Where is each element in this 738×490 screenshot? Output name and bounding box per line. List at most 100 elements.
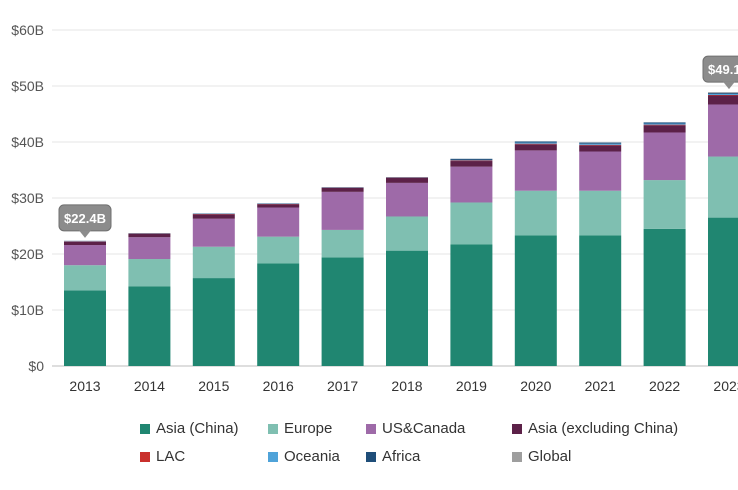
bar-segment bbox=[386, 182, 428, 217]
y-tick-label: $50B bbox=[11, 78, 44, 94]
bar-segment bbox=[321, 229, 364, 258]
bar-segment bbox=[321, 191, 364, 230]
callout-pointer bbox=[79, 230, 91, 238]
legend-label: Oceania bbox=[284, 448, 340, 465]
legend-item: Asia (China) bbox=[140, 420, 239, 437]
bar-stack-2016 bbox=[257, 203, 300, 366]
legend-item: LAC bbox=[140, 448, 185, 465]
bar-segment bbox=[450, 202, 493, 245]
callout: $22.4B bbox=[58, 204, 112, 238]
bar-segment bbox=[64, 265, 106, 291]
legend-swatch bbox=[268, 423, 278, 434]
callouts: $22.4B $49.1B bbox=[58, 55, 738, 238]
legend-swatch bbox=[140, 451, 150, 462]
bar-segment bbox=[708, 156, 738, 218]
y-tick-label: $40B bbox=[11, 134, 44, 150]
bar-segment bbox=[257, 263, 300, 366]
bar-segment bbox=[386, 216, 428, 251]
bar-segment bbox=[450, 158, 493, 160]
bar-segment bbox=[514, 142, 557, 144]
bar-stack-2023 bbox=[708, 92, 738, 366]
y-tick-label: $0 bbox=[28, 358, 44, 374]
bar-segment bbox=[386, 250, 428, 366]
bar-segment bbox=[192, 246, 235, 279]
bar-segment bbox=[386, 177, 428, 183]
bar-segment bbox=[579, 142, 622, 144]
bar-stack-2022 bbox=[643, 122, 686, 366]
bar-segment bbox=[64, 245, 106, 266]
bar-segment bbox=[257, 207, 300, 237]
bar-segment bbox=[514, 190, 557, 236]
x-tick-label: 2016 bbox=[263, 378, 294, 394]
bar-stack-2018 bbox=[386, 177, 428, 366]
bar-segment bbox=[643, 123, 686, 125]
bar-segment bbox=[128, 259, 171, 287]
y-tick-label: $60B bbox=[11, 22, 44, 38]
legend-item: US&Canada bbox=[366, 420, 465, 437]
legend-label: Asia (excluding China) bbox=[528, 420, 679, 437]
legend-swatch bbox=[512, 451, 522, 462]
bar-segment bbox=[128, 233, 171, 238]
bar-segment bbox=[708, 104, 738, 157]
callout-label: $49.1B bbox=[708, 62, 738, 77]
x-tick-label: 2017 bbox=[327, 378, 358, 394]
bar-segment bbox=[514, 141, 557, 143]
bar-stack-2021 bbox=[579, 142, 622, 366]
bar-segment bbox=[579, 235, 622, 366]
legend-label: Europe bbox=[284, 420, 333, 437]
legend-label: Global bbox=[528, 448, 572, 465]
legend-swatch bbox=[512, 423, 522, 434]
bar-segment bbox=[643, 132, 686, 181]
x-tick-label: 2022 bbox=[649, 378, 680, 394]
y-axis: $0 $10B $20B $30B $40B $50B $60B bbox=[11, 22, 44, 374]
legend-swatch bbox=[268, 451, 278, 462]
bar-segment bbox=[450, 244, 493, 366]
legend-label: US&Canada bbox=[382, 420, 466, 437]
legend-swatch bbox=[366, 423, 376, 434]
legend-label: LAC bbox=[156, 448, 186, 465]
callout-pointer bbox=[723, 81, 735, 90]
y-tick-label: $20B bbox=[11, 246, 44, 262]
bar-segment bbox=[450, 159, 493, 161]
bar-stack-2013 bbox=[64, 240, 106, 366]
x-tick-label: 2020 bbox=[520, 378, 551, 394]
x-axis: 2013 2014 2015 2016 2017 2018 2019 2020 2021 2022… bbox=[69, 378, 738, 394]
y-tick-label: $30B bbox=[11, 190, 44, 206]
bar-segment bbox=[514, 150, 557, 191]
bar-stack-2017 bbox=[321, 187, 364, 366]
bar-segment bbox=[192, 214, 235, 219]
legend-label: Africa bbox=[382, 448, 421, 465]
bar-segment bbox=[321, 187, 364, 192]
bar-segment bbox=[579, 144, 622, 146]
x-tick-label: 2015 bbox=[198, 378, 229, 394]
bar-segment bbox=[643, 180, 686, 229]
callout: $49.1B bbox=[702, 55, 738, 90]
bar-segment bbox=[579, 190, 622, 236]
bar-segment bbox=[257, 204, 300, 208]
bar-stack-2015 bbox=[192, 213, 235, 366]
bar-segment bbox=[708, 217, 738, 366]
bar-segment bbox=[643, 228, 686, 366]
bar-segment bbox=[708, 92, 738, 93]
bar-segment bbox=[64, 241, 106, 246]
bar-segment bbox=[643, 124, 686, 126]
bar-segment bbox=[192, 278, 235, 366]
bar-segment bbox=[579, 143, 622, 145]
legend-item: Global bbox=[512, 448, 571, 465]
legend-item: Asia (excluding China) bbox=[512, 420, 678, 437]
legend-swatch bbox=[366, 451, 376, 462]
legend-item: Oceania bbox=[268, 448, 340, 465]
y-tick-label: $10B bbox=[11, 302, 44, 318]
legend-swatch bbox=[140, 423, 150, 434]
bar-stack-2020 bbox=[514, 141, 557, 366]
bar-segment bbox=[708, 94, 738, 96]
bars bbox=[64, 92, 738, 366]
bar-segment bbox=[64, 290, 106, 366]
legend-item: Europe bbox=[268, 420, 332, 437]
bar-stack-2019 bbox=[450, 158, 493, 366]
bar-segment bbox=[643, 125, 686, 133]
legend-item: Africa bbox=[366, 448, 420, 465]
x-tick-label: 2023 bbox=[713, 378, 738, 394]
x-tick-label: 2013 bbox=[69, 378, 100, 394]
